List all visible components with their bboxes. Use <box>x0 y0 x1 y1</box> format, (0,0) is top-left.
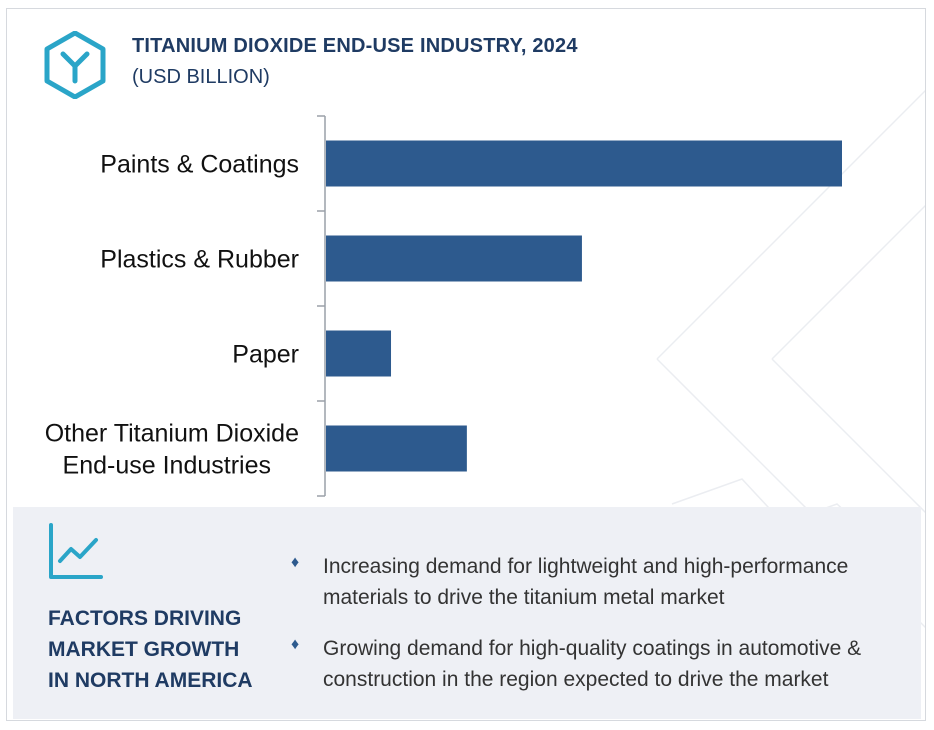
bar-chart: Paints & Coatings Plastics & Rubber Paper O… <box>45 115 842 497</box>
chart-subtitle: (USD BILLION) <box>132 66 270 88</box>
bar <box>326 235 582 282</box>
bar <box>326 140 842 187</box>
diamond-bullet-icon: ♦ <box>291 636 300 653</box>
infographic-card: TITANIUM DIOXIDE END-USE INDUSTRY, 2024 … <box>6 8 926 721</box>
category-label: Paints & Coatings <box>100 151 299 179</box>
factors-panel: FACTORS DRIVING MARKET GROWTH IN NORTH A… <box>13 507 921 719</box>
trend-chart-icon <box>49 523 103 579</box>
chart-title: TITANIUM DIOXIDE END-USE INDUSTRY, 2024 <box>132 35 578 57</box>
category-label: Paper <box>232 341 299 369</box>
factors-title: FACTORS DRIVING MARKET GROWTH IN NORTH A… <box>48 607 253 692</box>
bar <box>326 425 467 472</box>
factor-text: Increasing demand for lightweight and hi… <box>323 555 849 609</box>
category-label: Other Titanium Dioxide End-use Industries <box>45 420 299 480</box>
bar <box>326 330 392 377</box>
category-label: Plastics & Rubber <box>100 246 299 274</box>
factor-text: Growing demand for high-quality coatings… <box>323 637 862 691</box>
hexagon-y-logo-icon <box>44 31 106 99</box>
diamond-bullet-icon: ♦ <box>291 554 300 571</box>
